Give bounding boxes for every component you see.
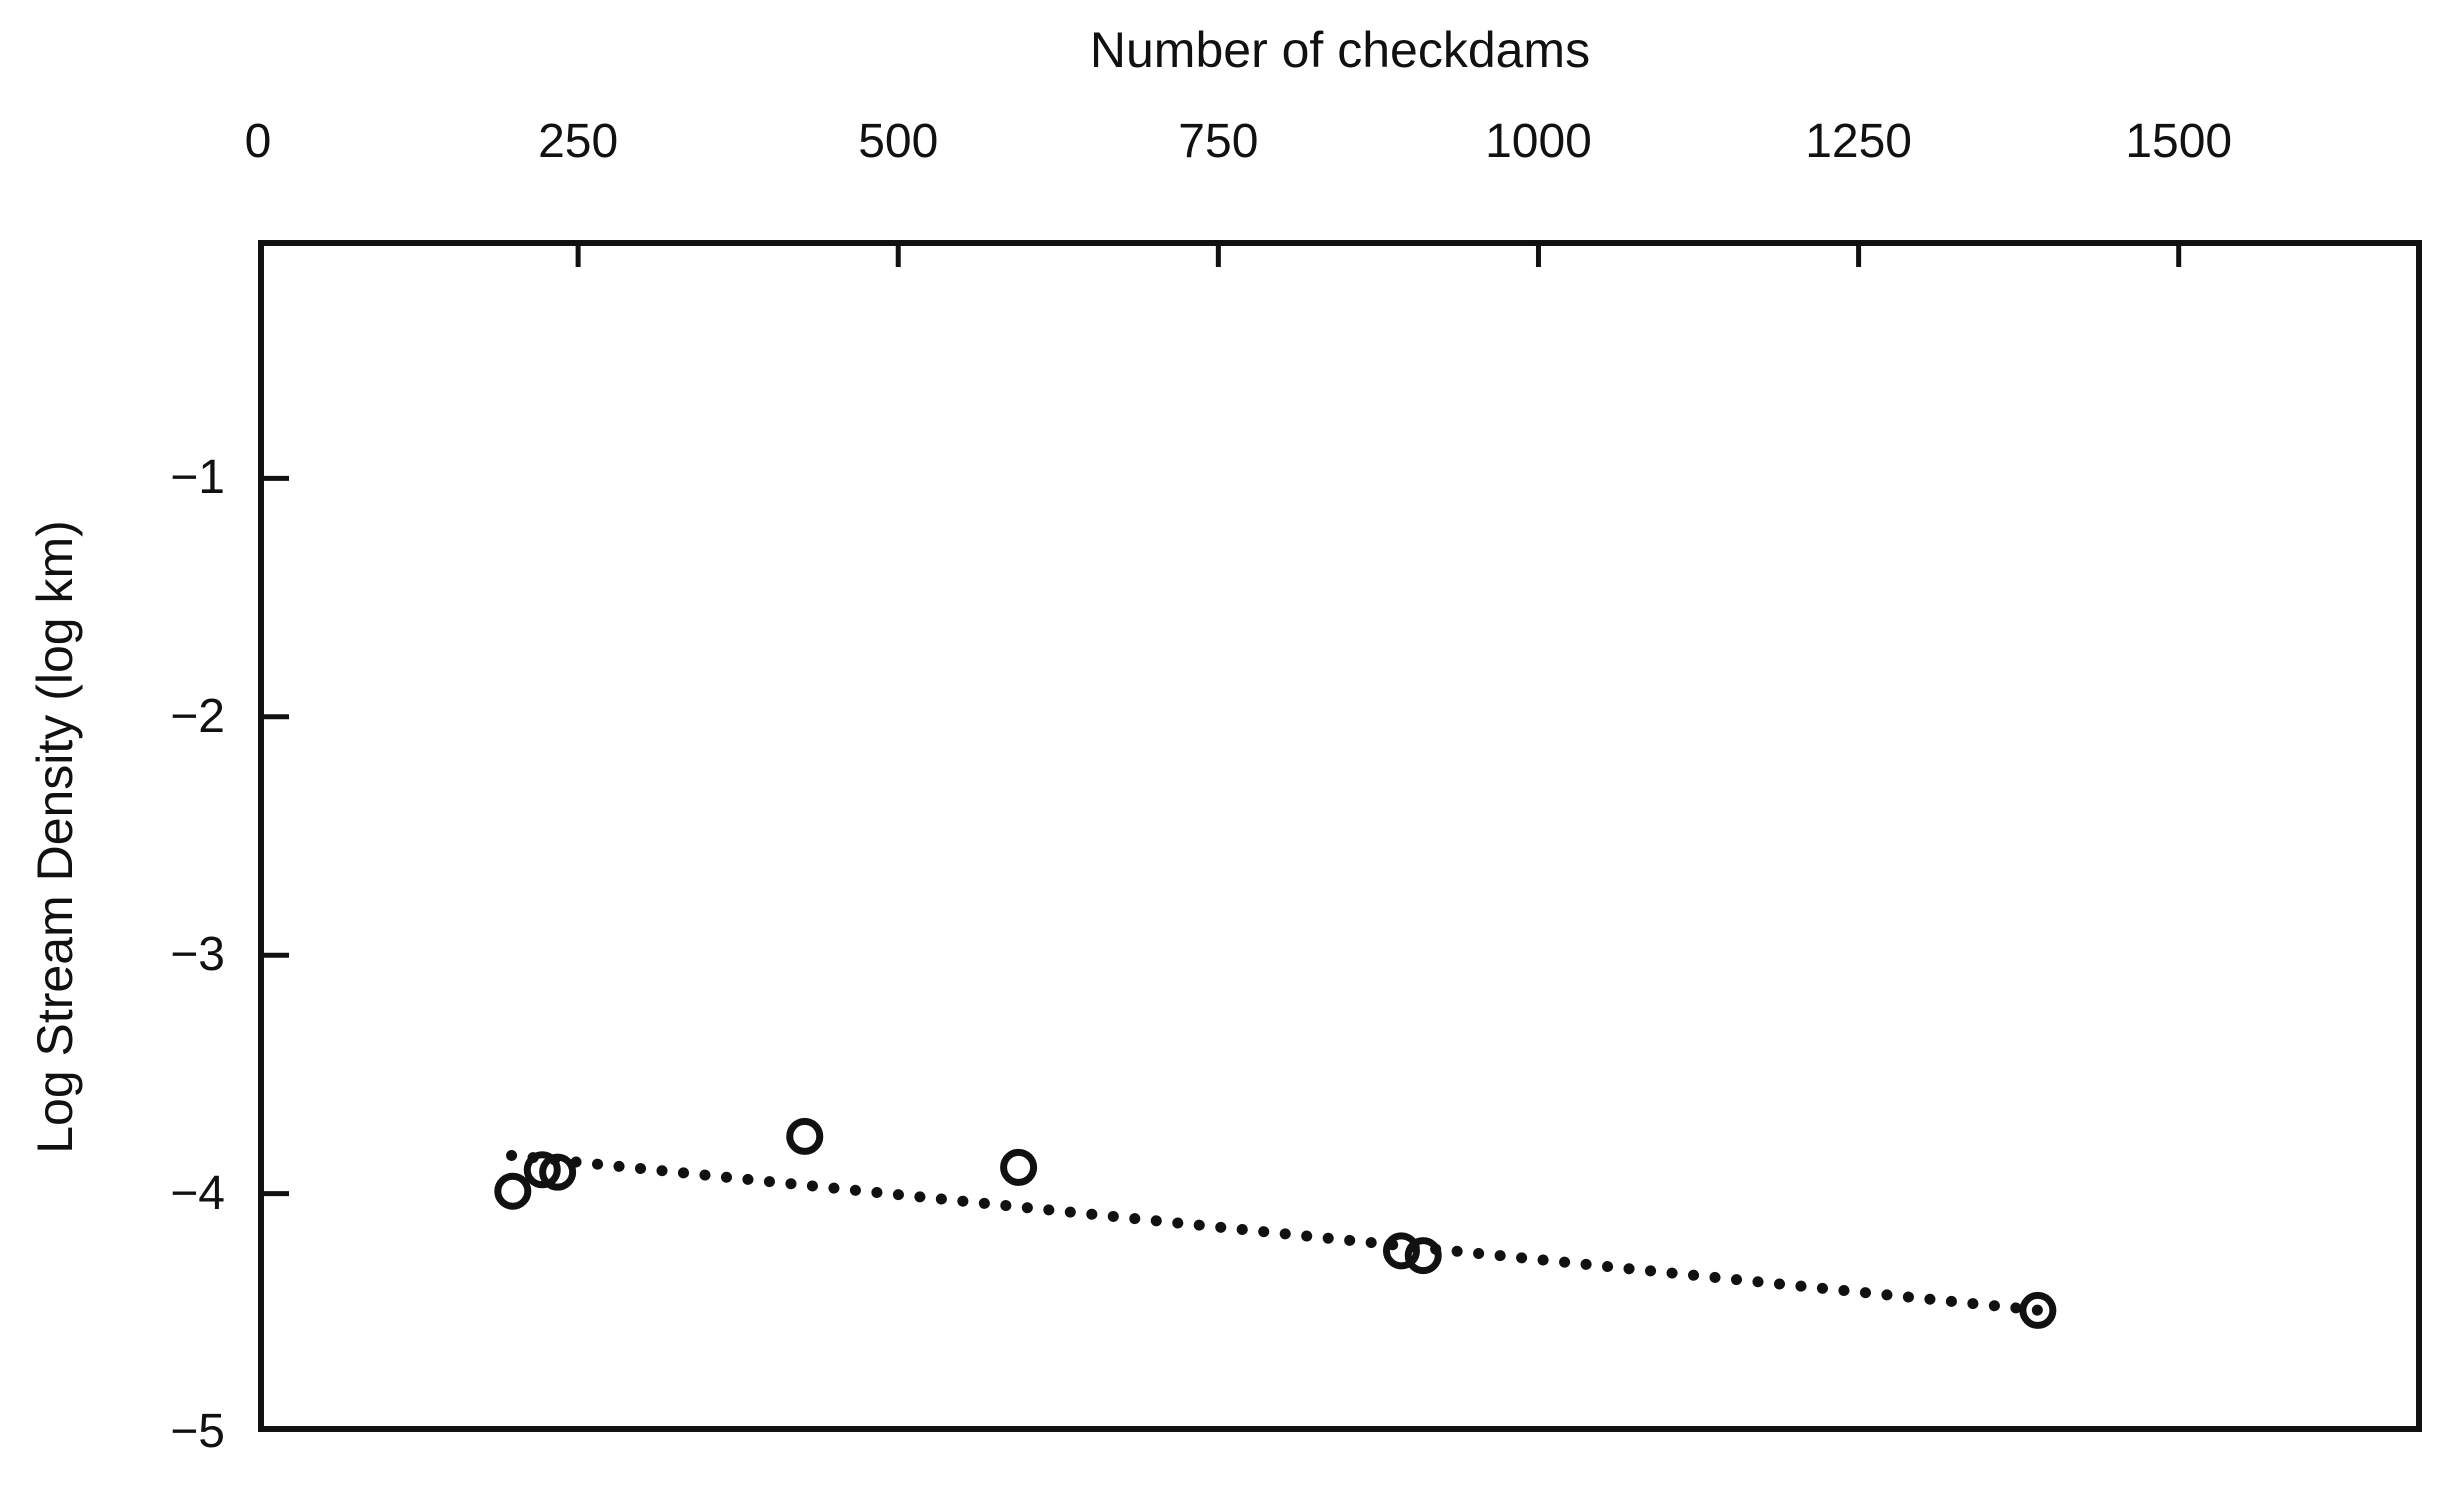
y-tick-label: −5: [170, 1405, 225, 1458]
y-tick-label: −1: [170, 451, 225, 505]
plot-canvas: [258, 240, 2422, 1432]
axes-frame: [258, 240, 2422, 1432]
y-tick-label: −2: [170, 689, 225, 743]
x-tick-label: 500: [858, 115, 939, 168]
x-tick-label: 750: [1178, 115, 1259, 168]
data-point: [786, 1117, 824, 1155]
data-point: [1000, 1148, 1038, 1186]
data-point: [494, 1172, 532, 1210]
data-point: [2019, 1291, 2057, 1329]
y-tick-label: −4: [170, 1166, 225, 1220]
x-tick-label: 1000: [1485, 115, 1592, 168]
y-axis-title: Log Stream Density (log km): [27, 520, 83, 1154]
y-tick-label: −3: [170, 928, 225, 982]
x-axis-title: Number of checkdams: [1089, 22, 1591, 78]
plot-area: [258, 240, 2422, 1432]
x-tick-label: 250: [538, 115, 619, 168]
x-tick-label: 0: [244, 115, 272, 168]
x-tick-label: 1250: [1805, 115, 1912, 168]
data-point: [539, 1153, 577, 1191]
data-point: [1382, 1232, 1420, 1270]
data-point: [1404, 1237, 1442, 1275]
data-point: [523, 1151, 561, 1189]
trendline-dotted: [506, 1149, 2046, 1316]
x-tick-label: 1500: [2125, 115, 2233, 168]
